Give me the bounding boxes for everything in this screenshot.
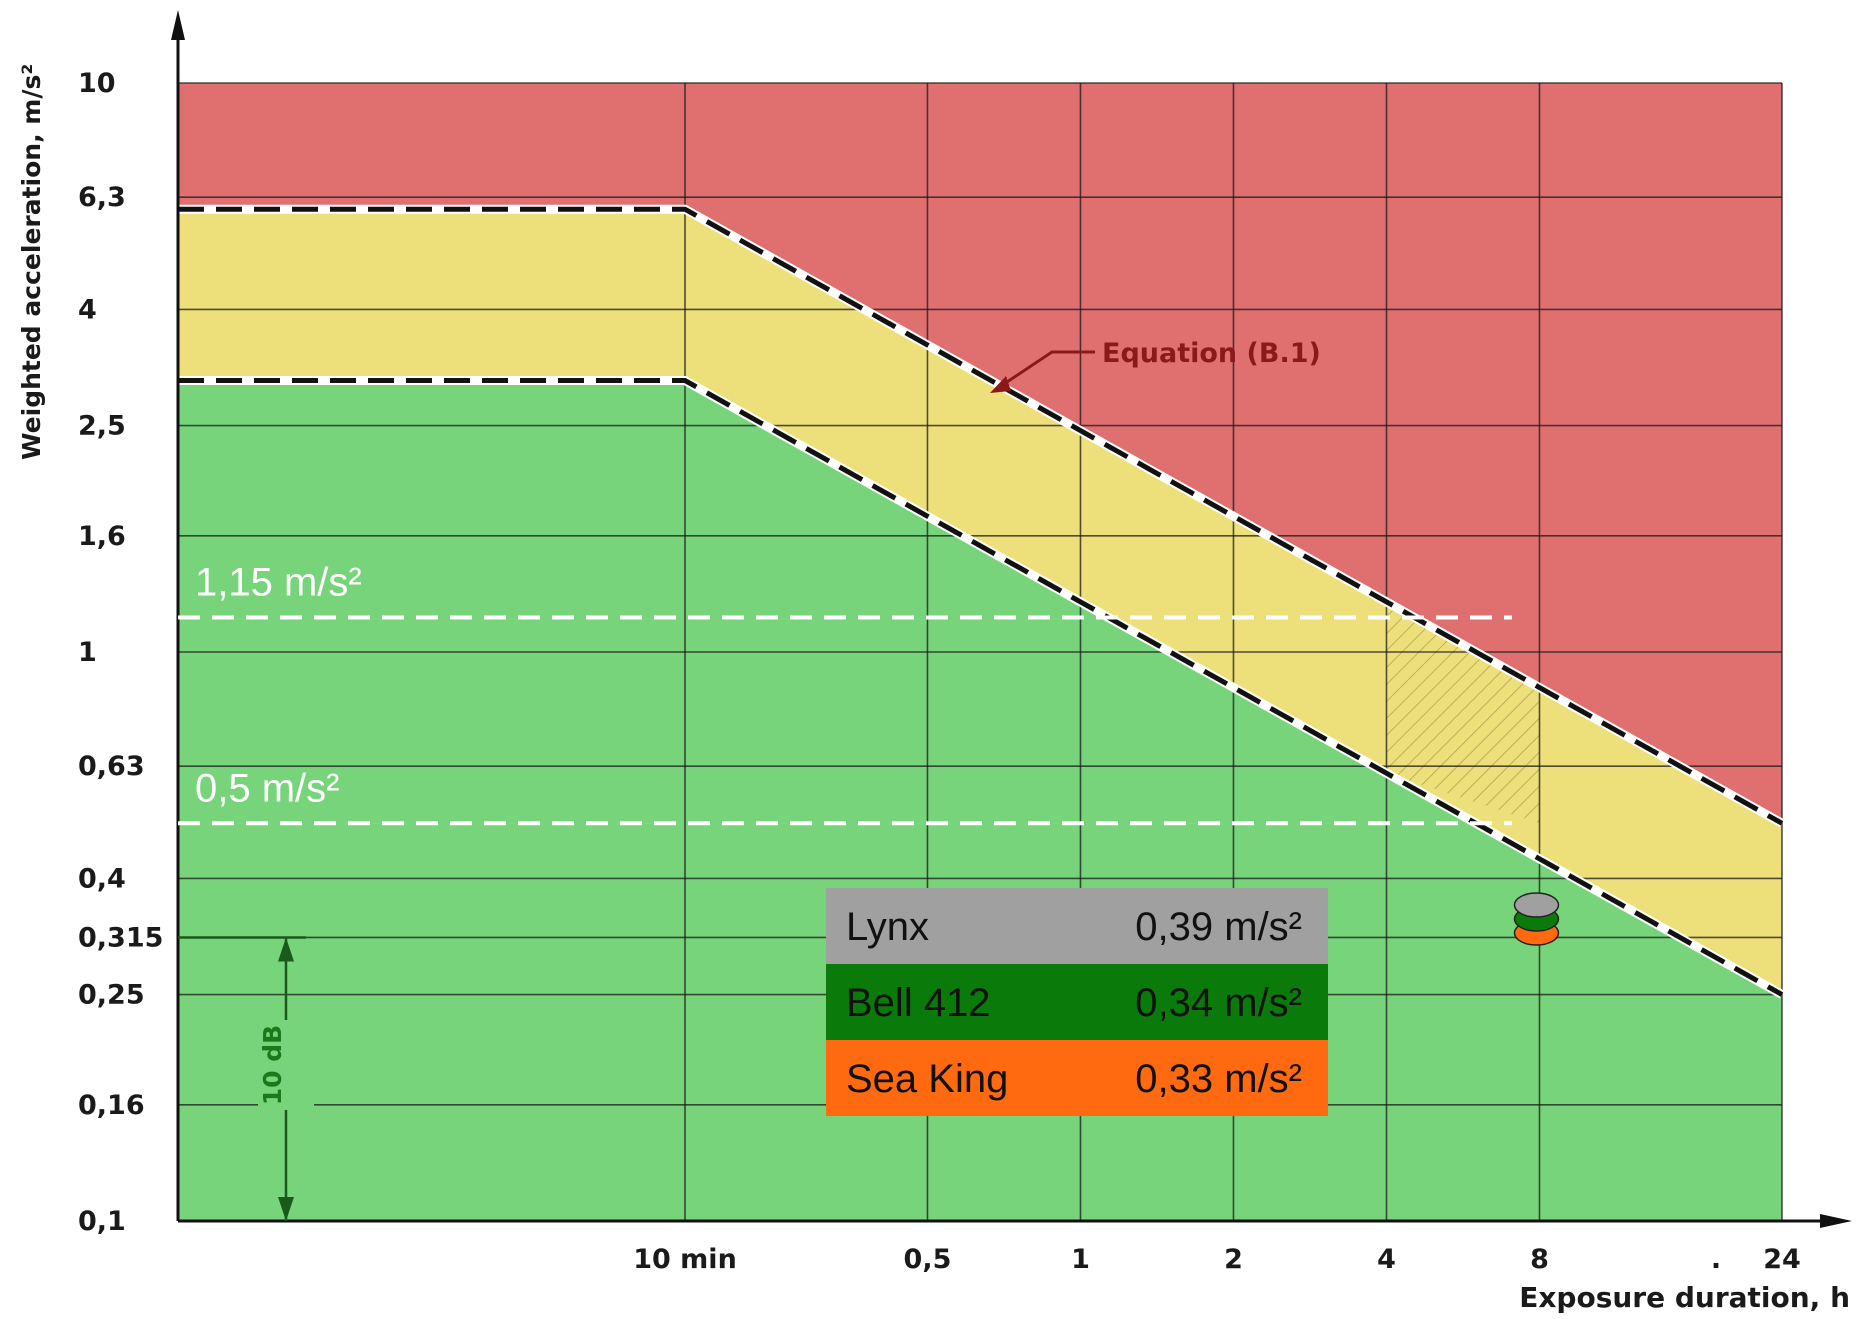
x-tick-label: 10 min	[633, 1244, 737, 1275]
y-tick-label: 4	[78, 294, 97, 325]
x-tick-label: 4	[1377, 1244, 1396, 1275]
equation-annotation: Equation (B.1)	[1102, 338, 1321, 369]
y-tick-label: 0,16	[78, 1090, 145, 1121]
axes: Weighted acceleration, m/s² Exposure dura…	[17, 10, 1852, 1314]
reference-lines: 1,15 m/s² 0,5 m/s²	[178, 560, 1512, 826]
legend-row-bg	[826, 964, 1328, 1040]
hatched-region	[1386, 601, 1540, 824]
legend-row-value: 0,33 m/s²	[1135, 1057, 1302, 1101]
y-tick-label: 0,315	[78, 922, 163, 953]
x-tick-label: 0,5	[904, 1244, 952, 1275]
tick-labels: 10 6,3 4 2,5 1,6 1 0,63 0,4 0,315 0,25 0,16 0,1 10 m…	[78, 68, 1801, 1275]
legend-row-value: 0,39 m/s²	[1135, 905, 1302, 949]
y-tick-label: 2,5	[78, 411, 126, 442]
reference-line-label: 0,5 m/s²	[195, 766, 339, 810]
annotations: Equation (B.1) 10 dB	[178, 338, 1321, 1221]
data-points	[1513, 892, 1560, 946]
y-axis-label: Weighted acceleration, m/s²	[17, 64, 46, 460]
legend-row-bg	[826, 888, 1328, 964]
x-axis-label: Exposure duration, h	[1519, 1281, 1850, 1314]
zone-below	[178, 380, 1782, 1221]
x-tick-label: 2	[1224, 1244, 1243, 1275]
dimension-arrow-top	[278, 937, 294, 962]
zone-above	[178, 83, 1782, 824]
y-tick-label: 0,4	[78, 863, 126, 894]
equation-leader-arrow	[990, 376, 1011, 393]
dimension-arrow-bottom	[278, 1197, 294, 1221]
legend-row-name: Bell 412	[846, 981, 991, 1025]
x-tick-label: 1	[1071, 1244, 1090, 1275]
x-axis-arrow	[1820, 1214, 1852, 1228]
lower-boundary	[178, 378, 1784, 997]
legend-row-name: Sea King	[846, 1057, 1008, 1101]
legend-row-value: 0,34 m/s²	[1135, 981, 1302, 1025]
x-tick-dot: .	[1711, 1244, 1721, 1275]
dimension-label-bg	[258, 1020, 314, 1110]
legend: Lynx 0,39 m/s² Bell 412 0,34 m/s² Sea King 0,…	[826, 888, 1328, 1116]
data-point-lynx	[1513, 892, 1560, 918]
equation-leader	[997, 350, 1095, 390]
legend-row-name: Lynx	[846, 905, 929, 949]
y-tick-label: 0,25	[78, 980, 145, 1011]
legend-row-bg	[826, 1040, 1328, 1116]
exposure-zones	[178, 83, 1782, 1221]
dimension-label: 10 dB	[258, 1025, 287, 1105]
x-tick-label: 24	[1763, 1244, 1801, 1275]
x-tick-label: 8	[1530, 1244, 1549, 1275]
y-tick-label: 10	[78, 68, 116, 99]
zone-between	[178, 209, 1782, 995]
y-tick-label: 0,63	[78, 751, 145, 782]
y-tick-label: 0,1	[78, 1206, 126, 1237]
y-axis-arrow	[171, 10, 185, 40]
reference-line-label: 1,15 m/s²	[195, 560, 362, 604]
y-tick-label: 1,6	[78, 521, 126, 552]
y-tick-label: 6,3	[78, 182, 126, 213]
y-tick-label: 1	[78, 637, 97, 668]
